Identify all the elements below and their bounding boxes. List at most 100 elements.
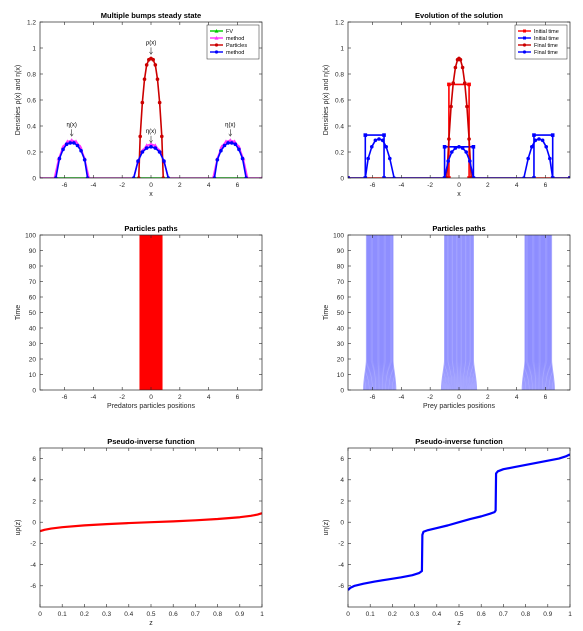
data-point [244, 176, 248, 178]
data-point [162, 159, 166, 163]
y-tick-label: 40 [337, 325, 345, 332]
legend-label: Particles [226, 43, 247, 49]
x-tick-label: -4 [398, 182, 404, 189]
particle-path [543, 235, 547, 390]
particle-path [447, 235, 451, 390]
plot-area [363, 235, 555, 390]
particle-path [528, 235, 532, 390]
data-point [522, 176, 526, 178]
y-tick-label: 50 [29, 310, 37, 317]
particle-path [387, 235, 391, 390]
data-point [442, 176, 447, 178]
x-tick-label: 4 [207, 182, 211, 189]
particle-path [450, 235, 454, 390]
legend-label: Initial time [534, 29, 559, 35]
series-line [40, 512, 262, 533]
annotation: ρ(x) [146, 40, 156, 55]
y-tick-label: 30 [29, 341, 37, 348]
x-tick-label: 1 [260, 611, 264, 618]
particle-path [382, 235, 385, 390]
x-tick-label: 0.4 [124, 611, 133, 618]
y-tick-label: 0.8 [335, 71, 344, 78]
annotation-arrowhead [228, 133, 233, 137]
data-point [568, 176, 570, 178]
data-point [348, 176, 350, 178]
particle-path [455, 235, 458, 390]
data-point [153, 143, 158, 148]
x-tick-label: 2 [486, 182, 490, 189]
y-tick-label: 2 [340, 498, 344, 505]
data-point [136, 176, 141, 178]
chart-4: -6 -4 -2 0 2 4 60102030405060708090100Particle… [323, 224, 571, 410]
series-4 [54, 141, 248, 178]
x-tick-label: 0.2 [80, 611, 89, 618]
data-point [529, 145, 534, 149]
legend-marker [523, 29, 526, 33]
annotation-arrowhead [149, 140, 153, 144]
series-2 [40, 138, 262, 178]
particle-path [531, 235, 535, 390]
particle-path [548, 235, 553, 390]
particle-path [371, 235, 375, 390]
x-tick-label: 6 [544, 394, 548, 401]
data-point [166, 176, 171, 178]
annotation-label: η(x) [225, 122, 235, 128]
y-axis-label: Time [323, 305, 330, 320]
data-point [229, 141, 234, 145]
x-axis-label: z [457, 620, 461, 627]
y-tick-label: 0 [32, 387, 36, 394]
data-point [219, 148, 223, 153]
particle-path [542, 235, 545, 390]
data-point [140, 150, 145, 154]
data-point [144, 146, 149, 150]
x-tick-label: 4 [515, 182, 519, 189]
data-point [533, 138, 538, 143]
x-tick-label: 2 [178, 182, 182, 189]
y-tick-label: 4 [32, 477, 36, 484]
particle-path [384, 235, 388, 390]
data-point [72, 141, 76, 145]
x-tick-label: 0.6 [169, 611, 178, 618]
x-tick-label: 0.8 [213, 611, 222, 618]
data-point [447, 82, 451, 87]
particle-path [376, 235, 379, 390]
y-tick-label: 4 [340, 477, 344, 484]
y-tick-label: 0.6 [335, 97, 344, 104]
y-tick-label: 0 [340, 387, 344, 394]
data-point [54, 176, 58, 178]
y-tick-label: -4 [30, 562, 36, 569]
particle-path [546, 235, 551, 390]
x-tick-label: 0 [457, 394, 461, 401]
data-point [384, 145, 389, 149]
y-tick-label: 50 [337, 310, 345, 317]
data-point [140, 100, 145, 105]
y-tick-label: 0 [340, 520, 344, 527]
data-point [465, 104, 469, 109]
particle-path [442, 235, 447, 390]
data-point [226, 141, 230, 145]
particle-path [462, 235, 465, 390]
x-tick-label: 2 [178, 394, 182, 401]
data-point [232, 139, 237, 144]
data-point [151, 57, 155, 62]
plot-frame [347, 447, 571, 608]
x-tick-label: 0.1 [58, 611, 67, 618]
x-tick-label: -6 [370, 394, 376, 401]
data-point [363, 176, 368, 178]
series-line [445, 57, 473, 178]
data-point [544, 145, 549, 149]
x-tick-label: -2 [119, 182, 125, 189]
particle-path [524, 235, 529, 390]
data-point [61, 147, 65, 152]
x-tick-label: 0.9 [235, 611, 244, 618]
legend-marker [522, 50, 527, 54]
data-point [148, 142, 154, 146]
data-point [451, 81, 456, 85]
plot-area [40, 56, 262, 178]
legend-label: method [226, 36, 244, 42]
x-tick-label: 0 [38, 611, 42, 618]
annotation: η(x) [225, 122, 235, 137]
annotation: η(x) [67, 122, 77, 137]
y-tick-label: 0.2 [335, 149, 344, 156]
